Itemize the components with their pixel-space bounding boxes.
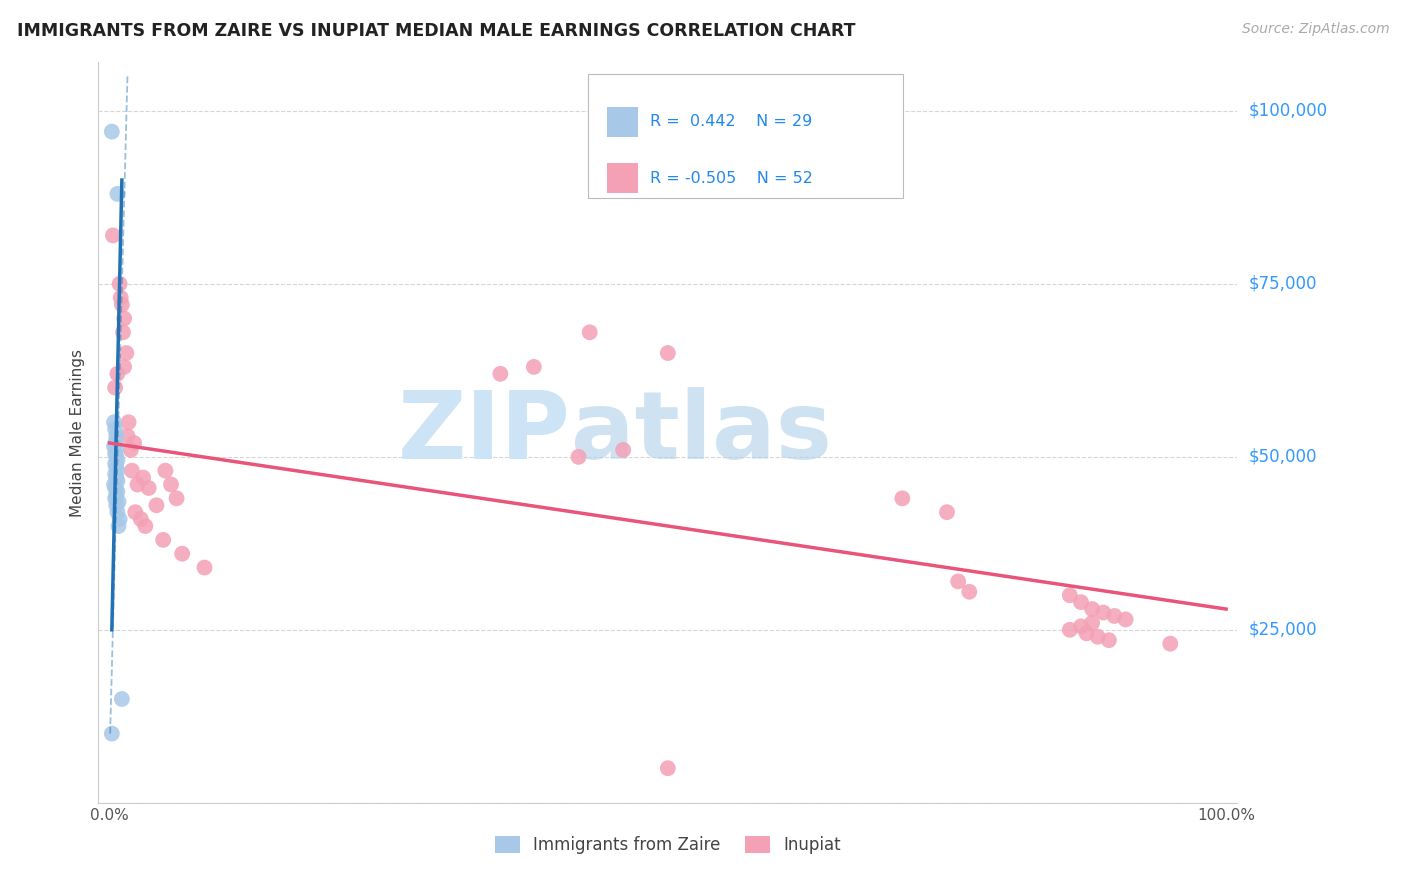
Point <box>132 470 155 484</box>
Point <box>104 491 127 506</box>
Point <box>105 429 128 443</box>
Point <box>104 457 127 471</box>
Point <box>936 505 959 519</box>
Point <box>138 481 160 495</box>
Point <box>101 125 124 139</box>
Point <box>104 467 127 482</box>
Point <box>122 436 145 450</box>
Point <box>129 512 152 526</box>
Point <box>112 359 135 374</box>
Text: $25,000: $25,000 <box>1249 621 1317 639</box>
Point <box>107 484 129 499</box>
Point <box>1059 588 1081 602</box>
Point <box>134 519 156 533</box>
Point <box>489 367 512 381</box>
Point <box>1104 609 1126 624</box>
Point <box>104 436 127 450</box>
Point <box>612 442 634 457</box>
Point <box>1081 615 1104 630</box>
Point <box>101 228 124 243</box>
Point <box>112 311 135 326</box>
Point <box>108 277 131 291</box>
Point <box>105 488 128 502</box>
Point <box>1092 606 1115 620</box>
Text: atlas: atlas <box>571 386 832 479</box>
Point <box>127 477 149 491</box>
Point <box>891 491 914 506</box>
Point <box>107 464 129 478</box>
Point <box>103 415 125 429</box>
Point <box>152 533 174 547</box>
Point <box>578 326 600 340</box>
Point <box>117 415 139 429</box>
Point <box>110 291 132 305</box>
Point <box>104 422 127 436</box>
Legend: Immigrants from Zaire, Inupiat: Immigrants from Zaire, Inupiat <box>488 830 848 861</box>
Point <box>105 442 128 457</box>
Point <box>1115 612 1137 626</box>
Point <box>957 584 980 599</box>
Text: $75,000: $75,000 <box>1249 275 1317 293</box>
Point <box>1159 637 1181 651</box>
Point <box>193 560 215 574</box>
Point <box>105 450 128 464</box>
Point <box>107 367 129 381</box>
Point <box>107 474 129 488</box>
Point <box>1070 619 1092 633</box>
Point <box>1059 623 1081 637</box>
Point <box>104 381 127 395</box>
Point <box>145 498 167 512</box>
Point <box>166 491 188 506</box>
Point <box>117 429 139 443</box>
Point <box>103 477 125 491</box>
Point <box>1076 626 1098 640</box>
Point <box>172 547 194 561</box>
Point <box>121 464 143 478</box>
Point <box>101 726 124 740</box>
Point <box>104 446 127 460</box>
Point <box>107 519 129 533</box>
Point <box>104 481 127 495</box>
Point <box>108 512 131 526</box>
Text: R = -0.505    N = 52: R = -0.505 N = 52 <box>650 170 813 186</box>
Point <box>523 359 546 374</box>
Point <box>107 505 129 519</box>
Point <box>105 460 128 475</box>
Point <box>657 346 679 360</box>
Point <box>160 477 183 491</box>
Point <box>155 464 177 478</box>
Point <box>107 453 129 467</box>
Point <box>105 498 128 512</box>
Point <box>1070 595 1092 609</box>
Point <box>103 440 125 454</box>
Point <box>567 450 589 464</box>
Point <box>120 442 142 457</box>
Point <box>107 186 129 201</box>
Point <box>111 326 134 340</box>
Point <box>111 297 134 311</box>
Text: $50,000: $50,000 <box>1249 448 1317 466</box>
Text: R =  0.442    N = 29: R = 0.442 N = 29 <box>650 114 811 129</box>
Text: IMMIGRANTS FROM ZAIRE VS INUPIAT MEDIAN MALE EARNINGS CORRELATION CHART: IMMIGRANTS FROM ZAIRE VS INUPIAT MEDIAN … <box>17 22 855 40</box>
Text: Source: ZipAtlas.com: Source: ZipAtlas.com <box>1241 22 1389 37</box>
Text: $100,000: $100,000 <box>1249 102 1327 120</box>
Point <box>124 505 146 519</box>
Point <box>111 692 134 706</box>
Point <box>657 761 679 775</box>
Point <box>946 574 969 589</box>
Y-axis label: Median Male Earnings: Median Male Earnings <box>70 349 86 516</box>
Point <box>105 470 128 484</box>
Point <box>1098 633 1121 648</box>
Point <box>115 346 138 360</box>
Point <box>1087 630 1109 644</box>
Point <box>107 495 129 509</box>
Text: ZIP: ZIP <box>398 386 571 479</box>
Point <box>1081 602 1104 616</box>
